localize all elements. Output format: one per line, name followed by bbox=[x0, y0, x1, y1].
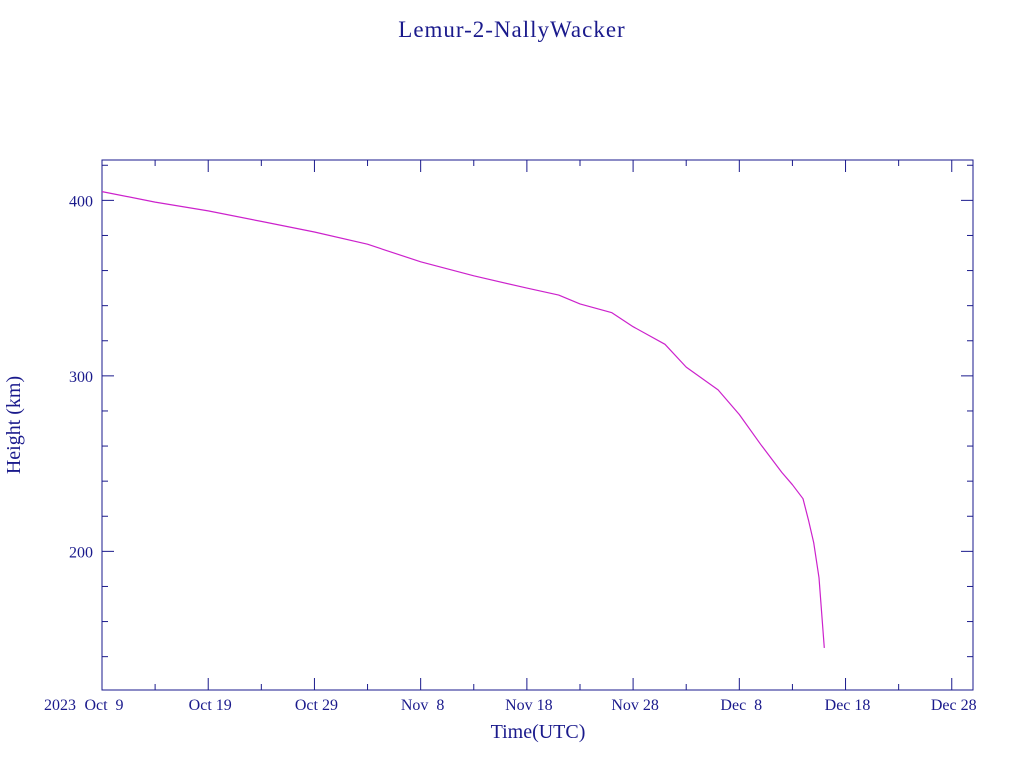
x-tick-label: Oct 19 bbox=[189, 697, 232, 714]
y-tick-label: 300 bbox=[69, 369, 93, 386]
x-tick-label: Nov 18 bbox=[505, 697, 553, 714]
x-tick-label: Nov 8 bbox=[401, 697, 445, 714]
x-tick-label: Oct 29 bbox=[295, 697, 338, 714]
x-axis-year-label: 2023 bbox=[44, 697, 76, 714]
x-tick-label: Dec 18 bbox=[825, 697, 871, 714]
y-axis-title: Height (km) bbox=[3, 376, 25, 474]
y-tick-label: 400 bbox=[69, 193, 93, 210]
x-axis-ticks bbox=[101, 160, 953, 690]
series-layer bbox=[101, 191, 825, 648]
x-tick-label: Dec 8 bbox=[720, 697, 762, 714]
y-axis-ticks bbox=[102, 164, 973, 658]
y-axis-tick-labels: 200 300 400 bbox=[69, 193, 93, 561]
plot-frame bbox=[101, 159, 974, 691]
y-tick-label: 200 bbox=[69, 544, 93, 561]
x-tick-label: Oct 9 bbox=[84, 697, 123, 714]
series-line bbox=[101, 191, 825, 648]
x-axis-tick-labels: Oct 9 Oct 19 Oct 29 Nov 8 Nov 18 Nov 28 Dec 8 D… bbox=[84, 697, 976, 714]
x-axis-title: Time(UTC) bbox=[491, 721, 586, 743]
x-tick-label: Nov 28 bbox=[611, 697, 659, 714]
x-tick-label: Dec 28 bbox=[931, 697, 977, 714]
chart-title: Lemur-2-NallyWacker bbox=[398, 17, 625, 42]
